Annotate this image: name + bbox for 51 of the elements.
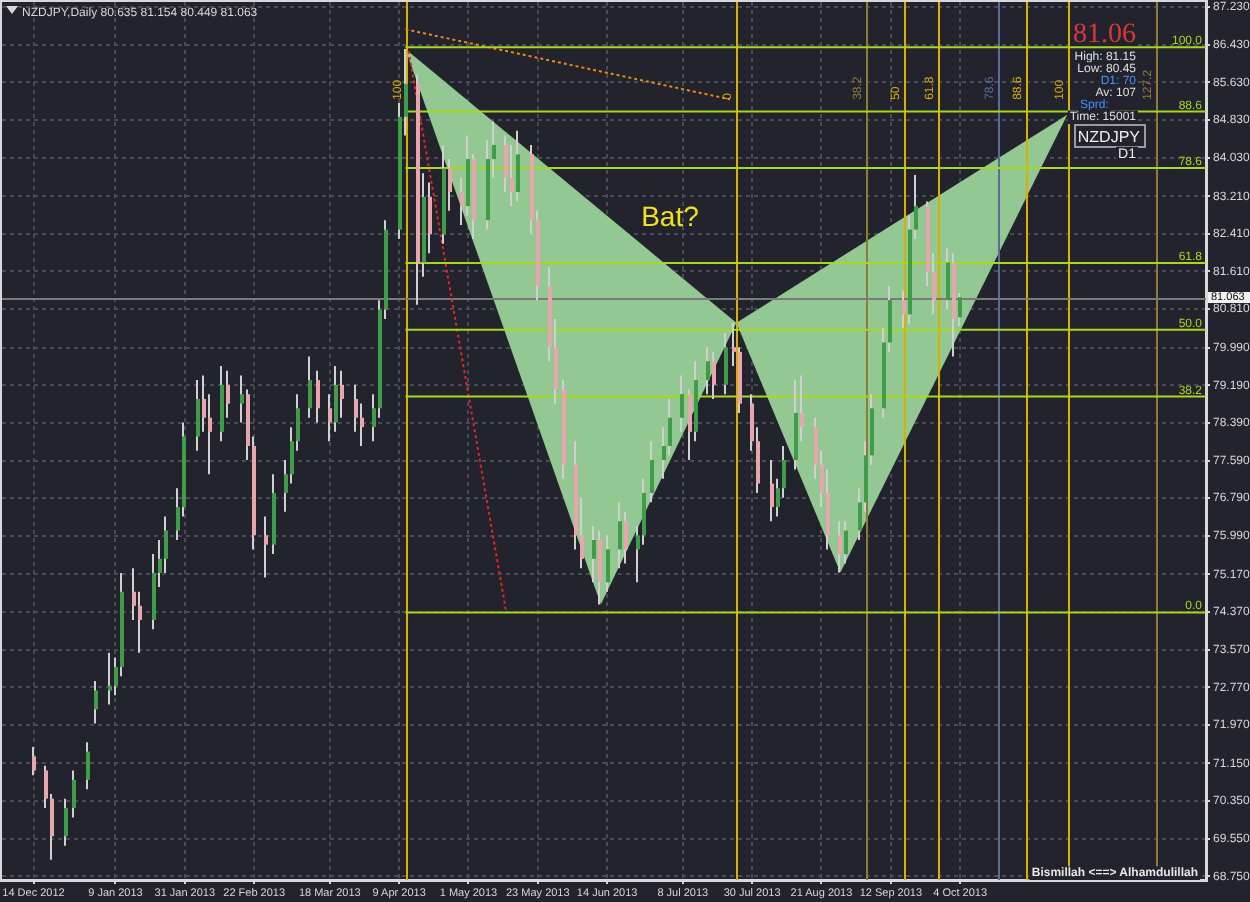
candlestick (650, 440, 654, 504)
candlestick (32, 745, 36, 777)
candlestick (308, 355, 312, 419)
candlestick (334, 364, 338, 433)
candlestick (460, 176, 464, 226)
candlestick (264, 515, 268, 579)
candlestick (624, 510, 628, 565)
candlestick (946, 247, 950, 311)
annotation: 81.06 (1073, 20, 1136, 50)
candlestick (196, 379, 200, 452)
candlestick (592, 524, 596, 584)
candlestick (316, 369, 320, 424)
candlestick (794, 379, 798, 471)
candlestick (958, 291, 962, 328)
candlestick (838, 520, 842, 574)
candlestick (800, 374, 804, 443)
candlestick (826, 468, 830, 551)
candlestick (782, 444, 786, 499)
candlestick (598, 529, 602, 606)
candlestick (208, 393, 212, 476)
candlestick (770, 459, 774, 523)
candlestick (680, 374, 684, 433)
candlestick (516, 129, 520, 203)
candlestick (902, 289, 906, 330)
candlestick (724, 332, 728, 396)
candlestick (428, 181, 432, 255)
candlestick (86, 741, 90, 791)
candlestick (340, 369, 344, 419)
candlestick (668, 397, 672, 457)
candlestick (466, 134, 470, 217)
candlestick (712, 350, 716, 400)
candlestick (706, 346, 710, 396)
candlestick (448, 158, 452, 212)
candlestick (606, 534, 610, 593)
candlestick (510, 143, 514, 208)
candlestick (72, 769, 76, 819)
annotation: Bat? (641, 199, 700, 232)
candlestick (844, 520, 848, 565)
candlestick (360, 402, 364, 447)
candlestick (240, 374, 244, 424)
candlestick (226, 369, 230, 419)
candlestick (138, 590, 142, 654)
candlestick (688, 388, 692, 462)
annotation: NZDJPY (1077, 128, 1142, 146)
candlestick (64, 797, 68, 847)
candlestick (94, 680, 98, 725)
candlestick (164, 515, 168, 574)
candlestick (618, 501, 622, 570)
candlestick (328, 393, 332, 443)
candlestick (642, 477, 646, 546)
candlestick (220, 364, 224, 443)
